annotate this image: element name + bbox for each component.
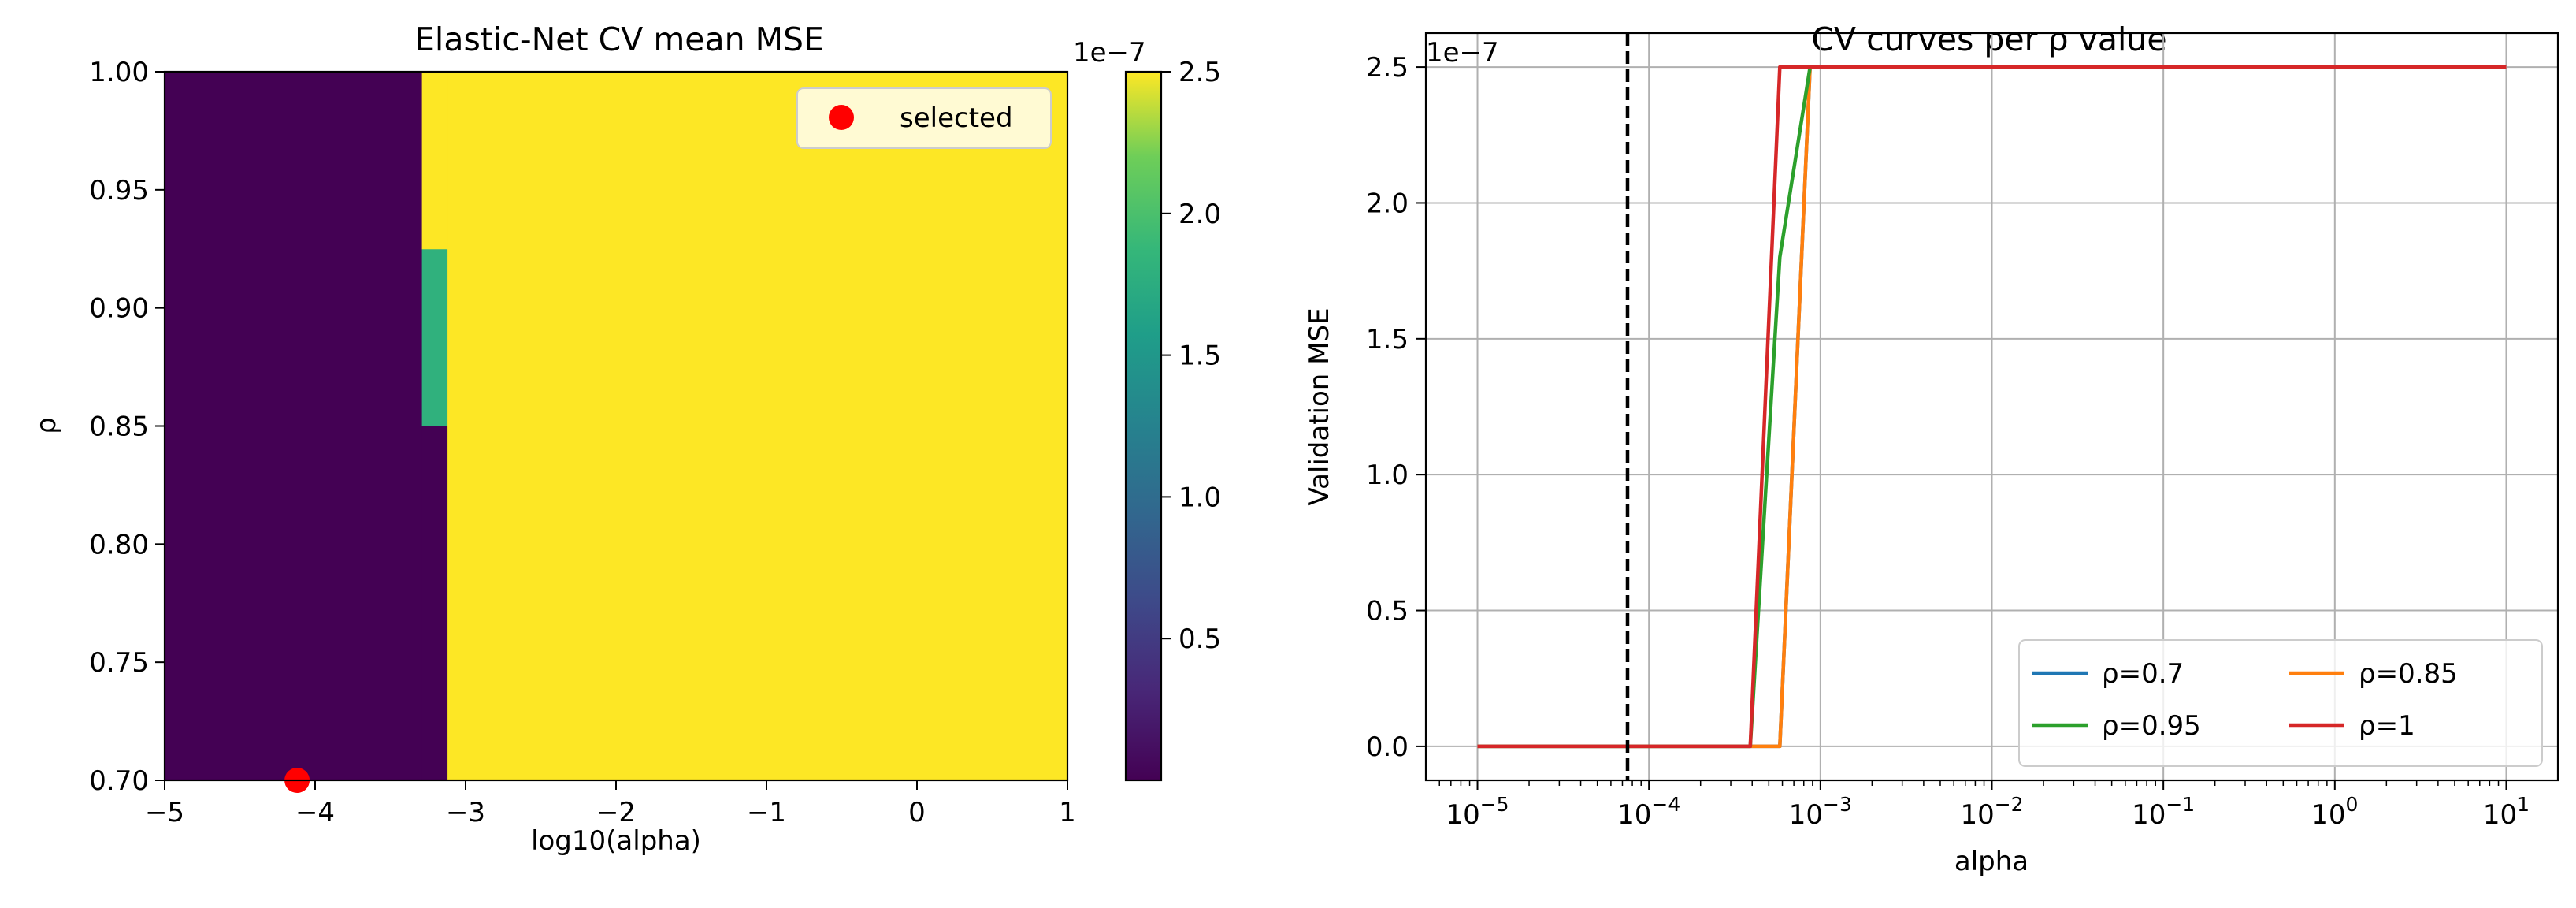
- colorbar-frame: [1124, 70, 1163, 782]
- heatmap-cell: [421, 72, 448, 250]
- heatmap-frame: [163, 70, 1069, 782]
- legend-selected-label: selected: [900, 102, 1013, 134]
- legend-label: ρ=1: [2359, 710, 2415, 742]
- heatmap-x-tick-label: −5: [145, 797, 184, 828]
- heatmap-title: Elastic-Net CV mean MSE: [414, 20, 824, 58]
- line-x-tick-label: 10−5: [1446, 793, 1509, 831]
- heatmap-y-tick-label: 0.80: [89, 529, 149, 560]
- heatmap-y-tick-label: 0.75: [89, 647, 149, 679]
- line-x-tick-label: 100: [2311, 793, 2358, 831]
- line-x-tick-label: 10−3: [1789, 793, 1852, 831]
- heatmap-legend: selected: [796, 87, 1052, 149]
- legend-label: ρ=0.7: [2102, 658, 2184, 690]
- heatmap-cells: [165, 72, 1068, 781]
- line-x-tick-label: 10−4: [1617, 793, 1680, 831]
- legend-label: ρ=0.85: [2359, 658, 2458, 690]
- heatmap-x-tick-label: 0: [908, 797, 926, 828]
- heatmap-x-tick-label: 1: [1059, 797, 1076, 828]
- colorbar-tick-label: 2.5: [1179, 57, 1221, 88]
- line-chart-frame: [1424, 32, 2559, 782]
- colorbar-ticks: 0.5 1.0 1.5 2.0 2.5: [1161, 57, 1221, 655]
- line-x-tick-label: 10−1: [2132, 793, 2195, 831]
- heatmap-x-tick-label: −4: [295, 797, 335, 828]
- heatmap-cell: [165, 72, 423, 781]
- colorbar-multiplier: 1e−7: [1073, 37, 1146, 69]
- series-line-3: [1477, 65, 2507, 749]
- line-chart-legend: ρ=0.7 ρ=0.85 ρ=0.95 ρ=1: [2018, 639, 2543, 767]
- colorbar-gradient: [1126, 72, 1161, 780]
- line-chart-x-label: alpha: [1954, 846, 2029, 877]
- colorbar-tick-label: 1.0: [1179, 482, 1221, 513]
- line-chart-y-label: Validation MSE: [1304, 307, 1335, 505]
- line-y-tick-label: 2.5: [1366, 52, 1409, 84]
- heatmap-y-tick-label: 0.70: [89, 765, 149, 797]
- legend-label: ρ=0.95: [2102, 710, 2201, 742]
- line-x-tick-label: 101: [2483, 793, 2530, 831]
- line-y-tick-label: 0.0: [1366, 731, 1409, 763]
- colorbar-tick-label: 2.0: [1179, 199, 1221, 230]
- line-chart-y-multiplier: 1e−7: [1426, 37, 1499, 69]
- line-legend-box: [2018, 639, 2543, 767]
- colorbar: 0.5 1.0 1.5 2.0 2.5 1e−7: [1073, 37, 1221, 782]
- heatmap-chart: Elastic-Net CV mean MSE −5 −4 −3 −2 −1 0 1 0.7…: [31, 20, 1221, 857]
- heatmap-x-ticks: −5 −4 −3 −2 −1 0 1: [145, 780, 1076, 828]
- line-x-tick-label: 10−2: [1960, 793, 2023, 831]
- heatmap-cell: [421, 248, 448, 426]
- line-y-tick-label: 2.0: [1366, 188, 1409, 219]
- colorbar-tick-label: 1.5: [1179, 340, 1221, 372]
- heatmap-x-tick-label: −2: [596, 797, 636, 828]
- line-chart-title: CV curves per ρ value: [1811, 20, 2166, 58]
- heatmap-y-tick-label: 0.95: [89, 175, 149, 207]
- colorbar-tick-label: 0.5: [1179, 623, 1221, 655]
- heatmap-x-tick-label: −1: [747, 797, 786, 828]
- line-chart: CV curves per ρ value 10−5 10−4 10−3 10−2 10…: [1304, 20, 2559, 877]
- heatmap-y-tick-label: 0.90: [89, 293, 149, 325]
- line-chart-y-ticks: 0.0 0.5 1.0 1.5 2.0 2.5: [1366, 52, 1426, 763]
- heatmap-y-ticks: 0.70 0.75 0.80 0.85 0.90 0.95 1.00: [89, 57, 165, 797]
- line-y-tick-label: 0.5: [1366, 596, 1409, 627]
- heatmap-y-tick-label: 0.85: [89, 411, 149, 443]
- heatmap-x-label: log10(alpha): [531, 825, 701, 857]
- line-y-tick-label: 1.0: [1366, 460, 1409, 491]
- heatmap-x-tick-label: −3: [446, 797, 485, 828]
- line-y-tick-label: 1.5: [1366, 324, 1409, 355]
- heatmap-y-label: ρ: [31, 417, 62, 434]
- line-chart-x-ticks: 10−5 10−4 10−3 10−2 10−1 100 101: [1438, 780, 2530, 831]
- legend-selected-marker: [829, 105, 854, 130]
- legend-box: [796, 87, 1052, 149]
- heatmap-y-tick-label: 1.00: [89, 57, 149, 88]
- heatmap-cell: [447, 72, 1068, 781]
- heatmap-cell: [421, 426, 448, 781]
